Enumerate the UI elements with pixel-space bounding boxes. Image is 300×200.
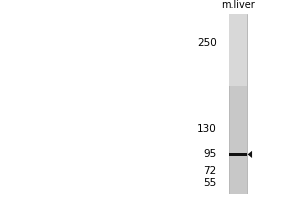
Text: 72: 72 xyxy=(203,166,217,176)
Bar xyxy=(229,14,247,194)
Text: 250: 250 xyxy=(197,38,217,48)
Text: m.liver: m.liver xyxy=(221,0,255,10)
Bar xyxy=(229,14,247,86)
Text: 55: 55 xyxy=(203,178,217,188)
Text: 130: 130 xyxy=(197,124,217,134)
Bar xyxy=(229,153,247,156)
Polygon shape xyxy=(248,151,252,158)
Text: 95: 95 xyxy=(203,149,217,159)
